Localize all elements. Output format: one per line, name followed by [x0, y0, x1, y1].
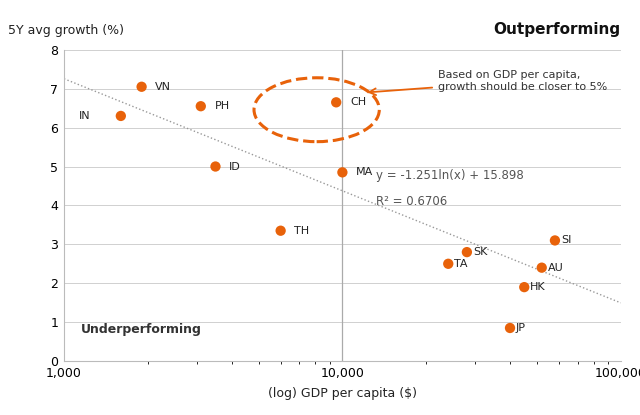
- Point: [536, 264, 547, 271]
- Point: [275, 227, 285, 234]
- Text: SI: SI: [561, 235, 572, 245]
- Point: [196, 103, 206, 110]
- Point: [116, 112, 126, 119]
- Point: [462, 249, 472, 255]
- Text: Based on GDP per capita,
growth should be closer to 5%: Based on GDP per capita, growth should b…: [369, 70, 607, 95]
- Text: PH: PH: [214, 101, 230, 111]
- Point: [550, 237, 560, 244]
- Text: Underperforming: Underperforming: [81, 323, 202, 336]
- X-axis label: (log) GDP per capita ($): (log) GDP per capita ($): [268, 386, 417, 400]
- Point: [211, 163, 221, 170]
- Text: R² = 0.6706: R² = 0.6706: [376, 195, 447, 208]
- Text: 5Y avg growth (%): 5Y avg growth (%): [8, 24, 124, 37]
- Text: SK: SK: [473, 247, 487, 257]
- Text: TA: TA: [454, 259, 468, 269]
- Text: IN: IN: [79, 111, 91, 121]
- Text: TH: TH: [294, 226, 310, 236]
- Text: Outperforming: Outperforming: [493, 22, 621, 37]
- Point: [331, 99, 341, 106]
- Text: CH: CH: [350, 98, 366, 107]
- Point: [519, 284, 529, 290]
- Text: ID: ID: [229, 161, 241, 171]
- Point: [443, 261, 453, 267]
- Text: MA: MA: [356, 167, 373, 177]
- Text: AU: AU: [548, 263, 563, 273]
- Point: [136, 83, 147, 90]
- Text: VN: VN: [156, 82, 172, 92]
- Text: HK: HK: [530, 282, 546, 292]
- Point: [505, 325, 515, 331]
- Point: [337, 169, 348, 176]
- Text: JP: JP: [516, 323, 526, 333]
- Text: y = -1.251ln(x) + 15.898: y = -1.251ln(x) + 15.898: [376, 169, 524, 182]
